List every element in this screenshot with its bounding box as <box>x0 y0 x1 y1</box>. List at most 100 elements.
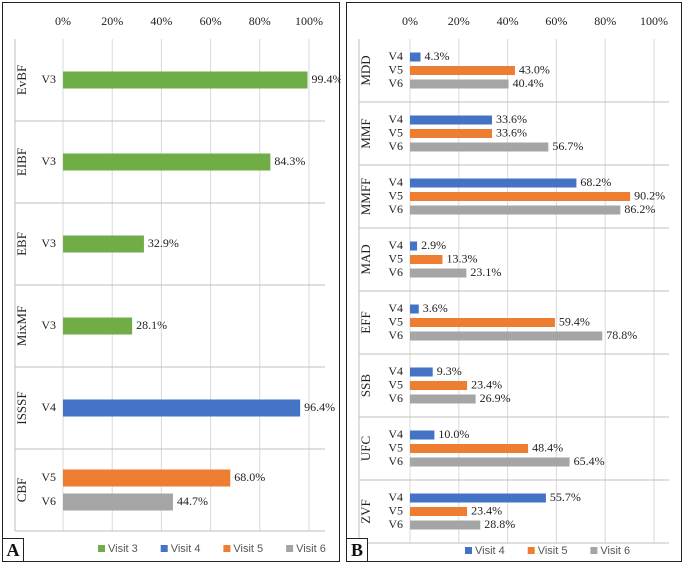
bar-category-label: V6 <box>388 517 403 531</box>
x-tick-label: 80% <box>594 14 616 28</box>
x-tick-label: 0% <box>55 14 71 28</box>
bar <box>410 520 481 530</box>
legend-swatch <box>286 545 294 552</box>
x-tick-label: 60% <box>545 14 567 28</box>
bar-category-label: V5 <box>388 440 403 454</box>
x-tick-label: 20% <box>448 14 470 28</box>
bar <box>410 493 546 503</box>
bar-category-label: V4 <box>388 112 403 126</box>
bar <box>410 381 468 390</box>
x-tick-label: 80% <box>249 14 271 28</box>
x-tick-label: 20% <box>101 14 123 28</box>
bar <box>63 493 173 511</box>
bar-category-label: V3 <box>41 318 56 332</box>
legend-swatch <box>590 547 598 554</box>
legend-label: Visit 5 <box>538 545 568 557</box>
bar <box>410 367 433 377</box>
bar-category-label: V5 <box>41 470 56 484</box>
legend-swatch <box>465 547 472 554</box>
bar <box>63 71 308 89</box>
bar <box>410 142 549 152</box>
bar-category-label: V6 <box>388 328 403 342</box>
data-label: 99.4% <box>312 72 341 86</box>
bar <box>410 430 435 440</box>
bar-category-label: V6 <box>388 454 403 468</box>
bar-category-label: V6 <box>388 391 403 405</box>
bar <box>410 304 419 314</box>
data-label: 32.9% <box>148 236 179 250</box>
group-label: EvBF <box>14 65 29 95</box>
chart-a-svg: 0% 20% 40% 60% 80% 100% EvBF V3 99.4% EIBF V3 84.3%… <box>14 14 341 555</box>
data-label: 78.8% <box>606 328 637 342</box>
bar-category-label: V4 <box>388 427 403 441</box>
bar <box>410 394 476 404</box>
bar <box>63 317 133 335</box>
bar <box>410 444 529 453</box>
data-label: 33.6% <box>496 125 527 139</box>
data-label: 84.3% <box>274 154 305 168</box>
bar-category-label: V4 <box>388 238 403 252</box>
legend-label: Visit 6 <box>600 545 630 557</box>
bar-category-label: V6 <box>388 265 403 279</box>
x-tick-label: 0% <box>402 14 418 28</box>
bar-category-label: V3 <box>41 154 56 168</box>
data-label: 13.3% <box>446 251 477 265</box>
panel-label-a: A <box>2 538 24 562</box>
data-label: 28.1% <box>136 318 167 332</box>
data-label: 59.4% <box>559 314 590 328</box>
group-label: MAD <box>358 244 373 274</box>
legend-swatch <box>98 545 105 552</box>
data-label: 55.7% <box>550 490 581 504</box>
data-label: 4.3% <box>424 49 449 63</box>
legend-label: Visit 6 <box>296 543 326 555</box>
bar-category-label: V4 <box>388 49 403 63</box>
data-label: 10.0% <box>438 427 469 441</box>
panel-label-b: B <box>346 538 368 562</box>
legend-label: Visit 5 <box>233 543 263 555</box>
data-label: 96.4% <box>304 400 335 414</box>
data-label: 90.2% <box>634 188 665 202</box>
data-label: 48.4% <box>532 440 563 454</box>
group-label: UFC <box>358 436 373 461</box>
bar-category-label: V4 <box>388 490 403 504</box>
data-label: 56.7% <box>552 139 583 153</box>
group-label: EIBF <box>14 148 29 176</box>
legend-swatch <box>223 545 231 552</box>
data-label: 23.1% <box>470 265 501 279</box>
bar <box>410 205 621 215</box>
bar-category-label: V5 <box>388 314 403 328</box>
bar-category-label: V4 <box>41 400 56 414</box>
bar <box>410 318 555 327</box>
group-label: SSB <box>358 374 373 397</box>
data-label: 40.4% <box>513 76 544 90</box>
bar <box>410 66 515 75</box>
x-tick-label: 100% <box>295 14 323 28</box>
bar <box>410 115 492 125</box>
bar <box>63 235 144 253</box>
legend-label: Visit 4 <box>475 545 505 557</box>
bar <box>410 457 570 467</box>
bar-category-label: V6 <box>388 139 403 153</box>
group-label: ISSSF <box>14 391 29 424</box>
bar <box>410 241 418 251</box>
bar <box>410 192 631 201</box>
data-label: 28.8% <box>484 517 515 531</box>
bar-category-label: V5 <box>388 125 403 139</box>
x-tick-label: 60% <box>200 14 222 28</box>
data-label: 33.6% <box>496 112 527 126</box>
bar-category-label: V3 <box>41 236 56 250</box>
bar-category-label: V3 <box>41 72 56 86</box>
bar-category-label: V5 <box>388 62 403 76</box>
data-label: 23.4% <box>471 377 502 391</box>
bar <box>410 507 468 516</box>
data-label: 23.4% <box>471 503 502 517</box>
bar <box>410 178 577 188</box>
group-label: EBF <box>14 232 29 256</box>
bar-category-label: V6 <box>388 202 403 216</box>
bar <box>63 153 271 171</box>
group-label: MDD <box>358 55 373 85</box>
bar-category-label: V5 <box>388 251 403 265</box>
x-tick-label: 40% <box>497 14 519 28</box>
legend-swatch <box>527 547 535 554</box>
data-label: 3.6% <box>423 301 448 315</box>
